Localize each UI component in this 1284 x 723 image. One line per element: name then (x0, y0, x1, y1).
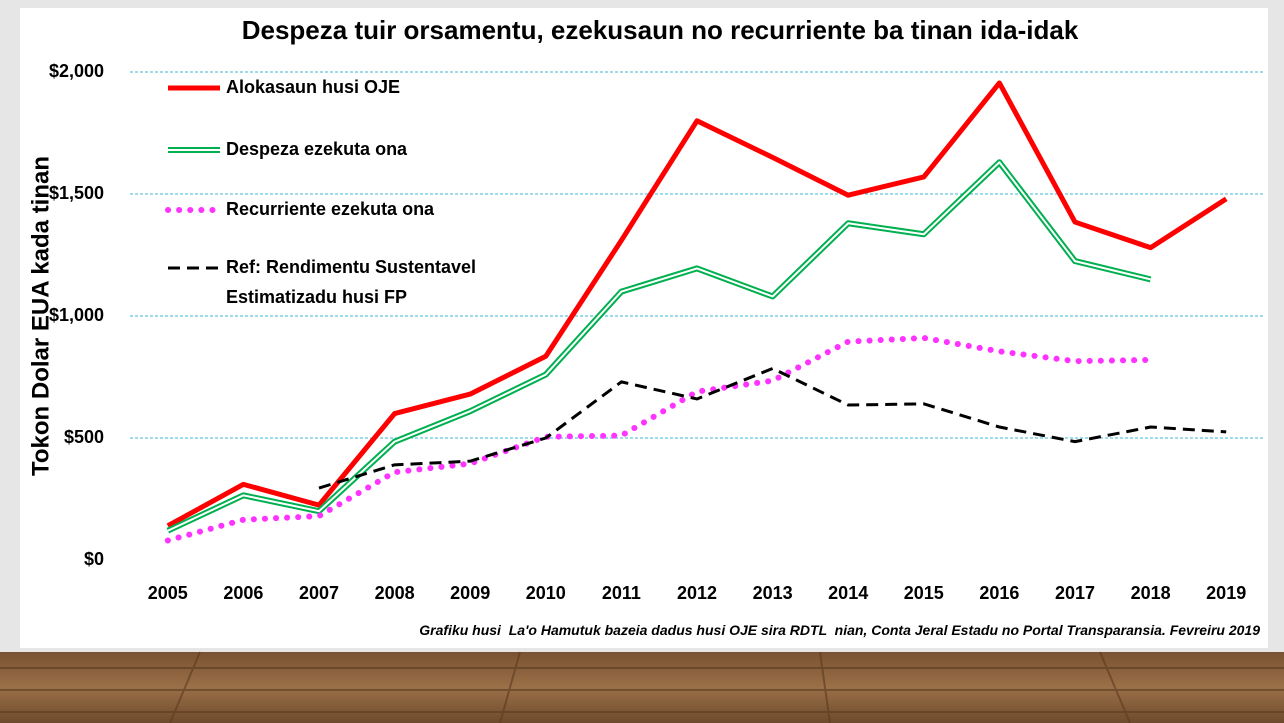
floor-planks (0, 651, 1284, 723)
legend-label: Recurriente ezekuta ona (226, 199, 435, 219)
x-tick-label: 2012 (677, 583, 717, 603)
y-tick-label: $1,000 (49, 305, 104, 325)
x-tick-label: 2008 (375, 583, 415, 603)
x-tick-label: 2005 (148, 583, 188, 603)
series-line-inner (167, 161, 1151, 532)
legend-item: Recurriente ezekuta ona (162, 194, 582, 234)
y-tick-label: $1,500 (49, 183, 104, 203)
legend-item: Ref: Rendimentu Sustentavel Estimatizadu… (162, 252, 582, 307)
y-tick-label: $500 (64, 427, 104, 447)
chart-title: Despeza tuir orsamentu, ezekusaun no rec… (242, 15, 1079, 45)
y-tick-label: $0 (84, 549, 104, 569)
x-tick-label: 2007 (299, 583, 339, 603)
x-tick-label: 2017 (1055, 583, 1095, 603)
legend-item: Alokasaun husi OJE (162, 72, 582, 112)
series-line (318, 366, 1227, 490)
legend-swatch (168, 266, 220, 270)
y-tick-label: $2,000 (49, 61, 104, 81)
legend-label: Despeza ezekuta ona (226, 139, 408, 159)
x-tick-label: 2010 (526, 583, 566, 603)
chart-panel (20, 8, 1268, 648)
x-tick-label: 2006 (223, 583, 263, 603)
x-tick-label: 2011 (602, 583, 641, 603)
x-tick-label: 2019 (1206, 583, 1246, 603)
x-tick-label: 2009 (450, 583, 490, 603)
source-note: Grafiku husi La'o Hamutuk bazeia dadus h… (419, 622, 1260, 638)
x-tick-label: 2015 (904, 583, 944, 603)
legend-swatch (165, 207, 222, 213)
legend-label: Ref: Rendimentu Sustentavel Estimatizadu… (226, 257, 477, 307)
x-tick-label: 2018 (1131, 583, 1171, 603)
legend-swatch (168, 147, 220, 153)
x-tick-label: 2014 (828, 583, 868, 603)
series-line (166, 80, 1228, 529)
legend-label: Alokasaun husi OJE (226, 77, 401, 97)
x-tick-label: 2016 (979, 583, 1019, 603)
x-tick-label: 2013 (753, 583, 793, 603)
y-axis-label: Tokon Dolar EUA kada tinan (27, 156, 54, 476)
series-line (164, 334, 1154, 544)
legend-swatch (168, 85, 220, 91)
legend-item: Despeza ezekuta ona (162, 134, 582, 174)
